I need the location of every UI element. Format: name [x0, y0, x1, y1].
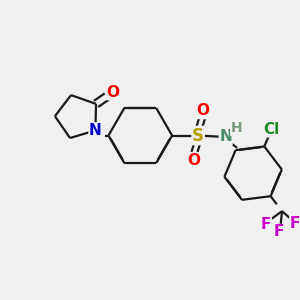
- Text: O: O: [107, 85, 120, 100]
- Text: O: O: [196, 103, 209, 118]
- Text: Cl: Cl: [263, 122, 280, 136]
- Text: S: S: [192, 127, 204, 145]
- Text: H: H: [231, 121, 242, 135]
- Text: O: O: [187, 153, 200, 168]
- Text: F: F: [274, 224, 284, 239]
- Text: N: N: [89, 123, 102, 138]
- Text: F: F: [290, 216, 300, 231]
- Text: F: F: [261, 217, 271, 232]
- Text: N: N: [219, 130, 232, 145]
